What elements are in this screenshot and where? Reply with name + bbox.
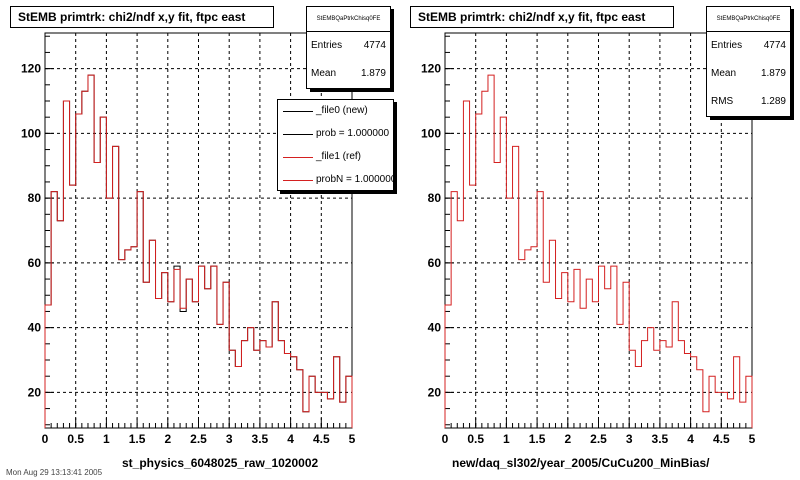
x-tick-label: 5 <box>749 432 756 446</box>
legend-entry-prob: prob = 1.000000 <box>278 123 393 146</box>
legend-line-prob <box>283 134 313 135</box>
left-stats-box: StEMBQaPtrkChisq0FE Entries 4774 Mean 1.… <box>306 6 394 92</box>
legend-line-file0 <box>283 111 313 112</box>
right-x-axis-label: new/daq_sl302/year_2005/CuCu200_MinBias/ <box>452 456 710 470</box>
right-title: StEMB primtrk: chi2/ndf x,y fit, ftpc ea… <box>410 6 674 28</box>
x-tick-label: 0 <box>42 432 49 446</box>
series-line-1 <box>44 74 353 428</box>
mean-value: 1.879 <box>360 68 386 79</box>
y-tick-label: 100 <box>21 126 41 140</box>
plot-frame <box>44 32 353 429</box>
y-tick-label: 100 <box>421 126 441 140</box>
x-tick-label: 0.5 <box>467 432 484 446</box>
legend-entry-probn: probN = 1.000000 <box>278 169 394 190</box>
x-tick-label: 4.5 <box>713 432 730 446</box>
legend: _file0 (new) prob = 1.000000 _file1 (ref… <box>277 99 394 191</box>
y-tick-label: 80 <box>428 191 442 205</box>
x-tick-label: 3 <box>626 432 633 446</box>
x-tick-label: 2 <box>564 432 571 446</box>
mean-label: Mean <box>711 68 737 79</box>
x-tick-label: 3 <box>226 432 233 446</box>
x-tick-label: 0.5 <box>67 432 84 446</box>
y-tick-label: 20 <box>28 385 42 399</box>
x-tick-label: 0 <box>442 432 449 446</box>
mean-value: 1.879 <box>760 68 786 79</box>
right-panel: 0 0.5 1 1.5 2 2.5 3 3.5 4 4.5 5 20 40 60 80 100 120 StEM… <box>400 0 800 480</box>
left-x-axis-label: st_physics_6048025_raw_1020002 <box>122 456 319 470</box>
legend-line-probn <box>283 180 313 181</box>
x-tick-label: 3.5 <box>252 432 269 446</box>
y-tick-label: 60 <box>428 256 442 270</box>
x-tick-label: 4 <box>687 432 694 446</box>
left-stats-mean: Mean 1.879 <box>307 60 390 88</box>
x-tick-label: 3.5 <box>652 432 669 446</box>
y-tick-label: 120 <box>421 62 441 76</box>
x-tick-label: 1.5 <box>129 432 146 446</box>
legend-entry-file1: _file1 (ref) <box>278 146 393 169</box>
right-stats-rms: RMS 1.289 <box>707 88 790 116</box>
y-tick-label: 20 <box>428 385 442 399</box>
legend-shadow-right <box>394 102 397 194</box>
legend-shadow-bottom <box>280 191 397 194</box>
mean-label: Mean <box>311 68 337 79</box>
y-tick-label: 40 <box>28 321 42 335</box>
left-plot: 0 0.5 1 1.5 2 2.5 3 3.5 4 4.5 5 20 40 60 80 100 120 <box>21 32 356 446</box>
right-stats-mean: Mean 1.879 <box>707 60 790 88</box>
entries-label: Entries <box>711 40 743 51</box>
x-tick-label: 1.5 <box>529 432 546 446</box>
entries-value: 4774 <box>363 40 386 51</box>
left-title: StEMB primtrk: chi2/ndf x,y fit, ftpc ea… <box>10 6 274 28</box>
x-tick-label: 1 <box>103 432 110 446</box>
legend-label-file0: _file0 (new) <box>316 105 368 116</box>
x-tick-label: 2 <box>164 432 171 446</box>
x-tick-label: 4.5 <box>313 432 330 446</box>
left-panel: 0 0.5 1 1.5 2 2.5 3 3.5 4 4.5 5 20 40 60 80 100 120 StEM… <box>10 6 394 470</box>
y-tick-label: 60 <box>28 256 42 270</box>
right-stats-entries: Entries 4774 <box>707 32 790 60</box>
y-tick-label: 40 <box>428 321 442 335</box>
y-tick-label: 120 <box>21 62 41 76</box>
series-line-0 <box>444 74 753 428</box>
legend-label-file1: _file1 (ref) <box>316 151 362 162</box>
left-stats-entries: Entries 4774 <box>307 32 390 60</box>
legend-label-prob: prob = 1.000000 <box>316 128 390 139</box>
legend-label-probn: probN = 1.000000 <box>316 174 394 185</box>
x-tick-label: 5 <box>349 432 356 446</box>
left-stats-name: StEMBQaPtrkChisq0FE <box>307 7 390 32</box>
rms-label: RMS <box>711 96 734 107</box>
x-tick-label: 1 <box>503 432 510 446</box>
right-stats-name: StEMBQaPtrkChisq0FE <box>707 7 790 32</box>
x-tick-label: 4 <box>287 432 294 446</box>
plot-frame <box>444 32 753 429</box>
x-tick-label: 2.5 <box>190 432 207 446</box>
entries-label: Entries <box>311 40 343 51</box>
y-tick-label: 80 <box>28 191 42 205</box>
right-stats-box: StEMBQaPtrkChisq0FE Entries 4774 Mean 1.… <box>706 6 794 120</box>
footer-timestamp: Mon Aug 29 13:13:41 2005 <box>6 468 103 477</box>
rms-value: 1.289 <box>760 96 786 107</box>
right-plot: 0 0.5 1 1.5 2 2.5 3 3.5 4 4.5 5 20 40 60 80 100 120 <box>421 32 756 446</box>
legend-line-file1 <box>283 157 313 158</box>
x-tick-label: 2.5 <box>590 432 607 446</box>
left-stats-shadow <box>391 9 394 89</box>
legend-entry-file0: _file0 (new) <box>278 100 393 123</box>
right-stats-shadow <box>791 9 794 117</box>
entries-value: 4774 <box>763 40 786 51</box>
